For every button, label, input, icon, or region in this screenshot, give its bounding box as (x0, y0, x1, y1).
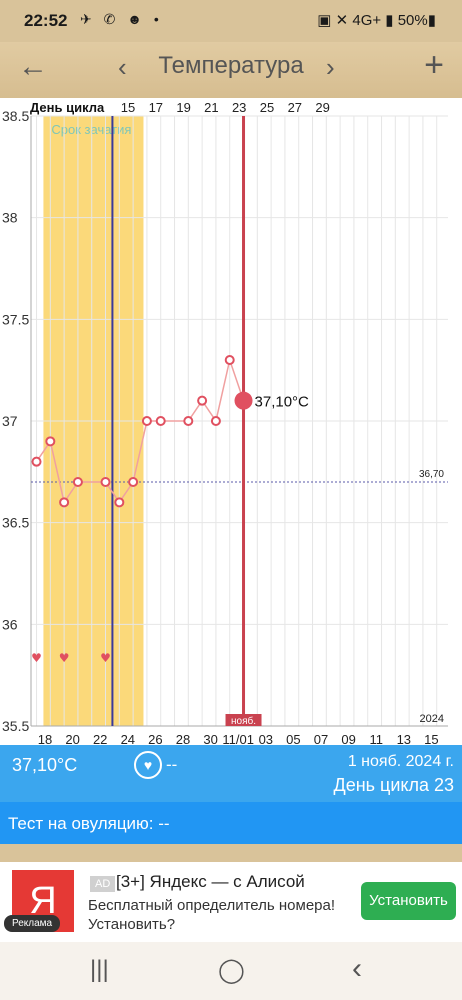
heart-icon[interactable]: ♥ (134, 751, 162, 779)
month-marker-bg (225, 714, 262, 726)
back-arrow-icon[interactable]: ← (18, 50, 48, 83)
cycle-day: День цикла 23 (333, 775, 455, 795)
heart-marker: ♥ (59, 651, 70, 665)
nav-back-icon[interactable]: ‹ (352, 952, 362, 985)
current-date: 1 нояб. 2024 г. (347, 753, 454, 770)
bottom-tick-label: 09 (341, 732, 355, 745)
top-tick-label: 27 (288, 100, 302, 115)
y-tick-label: 36 (2, 616, 18, 632)
notification-icons: ✈ ✆ ☻ • (80, 11, 163, 27)
month-marker: нояб. (231, 715, 256, 727)
bottom-tick-label: 28 (176, 732, 190, 745)
heart-value: -- (166, 755, 178, 774)
top-tick-label: 29 (315, 100, 329, 115)
prev-chevron-icon[interactable]: ‹ (118, 52, 127, 82)
temperature-point (128, 477, 139, 487)
top-tick-label: 17 (149, 100, 163, 115)
selected-point-label: 37,10°C (255, 394, 310, 411)
bottom-tick-label: 24 (121, 732, 135, 745)
ovulation-test-label: Тест на овуляцию: -- (8, 814, 170, 833)
temperature-point (155, 416, 166, 426)
top-tick-label: 19 (176, 100, 190, 115)
temperature-point (31, 456, 42, 467)
bottom-tick-label: 07 (314, 732, 328, 745)
info-bar: 37,10°C ♥ -- 1 нояб. 2024 г. День цикла … (0, 745, 462, 802)
year-label: 2024 (420, 713, 444, 725)
temperature-point (114, 497, 125, 508)
cycle-day-axis-label: День цикла (30, 100, 105, 115)
system-nav-bar: ||| ◯ ‹ (0, 942, 462, 1000)
temperature-point (210, 416, 221, 426)
y-tick-label: 38.5 (2, 108, 29, 124)
bottom-tick-label: 18 (38, 732, 52, 745)
toolbar: ← ‹ Температура › + (0, 42, 462, 98)
clock: 22:52 (24, 11, 68, 30)
coverline-label: 36,70 (419, 469, 444, 480)
top-tick-label: 25 (260, 100, 274, 115)
ovulation-test-bar[interactable]: Тест на овуляцию: -- (0, 802, 462, 844)
ad-banner[interactable]: Я AD [3+] Яндекс — с Алисой Бесплатный о… (0, 862, 462, 942)
y-tick-label: 35.5 (2, 718, 29, 734)
temperature-point (100, 477, 111, 487)
top-tick-label: 21 (204, 100, 218, 115)
bottom-tick-label: 11 (369, 732, 383, 745)
install-button[interactable]: Установить (361, 882, 456, 920)
home-icon[interactable]: ◯ (218, 957, 245, 984)
page-title: Температура (158, 52, 304, 79)
bottom-tick-label: 22 (93, 732, 107, 745)
temperature-point (224, 355, 235, 365)
bottom-tick-label: 30 (203, 732, 217, 745)
bottom-tick-label: 15 (424, 732, 438, 745)
temperature-point (45, 436, 56, 447)
system-indicators: ▣ ✕ 4G+ ▮ 50%▮ (317, 12, 436, 29)
ad-title[interactable]: [3+] Яндекс — с Алисой (116, 872, 305, 891)
next-chevron-icon[interactable]: › (326, 52, 335, 82)
temperature-point (197, 395, 208, 406)
temperature-point (72, 477, 83, 487)
y-tick-label: 37.5 (2, 311, 29, 327)
y-tick-label: 37 (2, 413, 18, 429)
bottom-tick-label: 26 (148, 732, 162, 745)
ad-label: Реклама (4, 915, 61, 932)
add-icon[interactable]: + (424, 46, 444, 84)
bottom-tick-label: 13 (397, 732, 411, 745)
current-temperature: 37,10°C (12, 755, 78, 775)
temperature-point (59, 497, 70, 508)
temperature-point (141, 416, 152, 426)
temperature-chart[interactable]: Срок зачатия 38.5 38 37.5 37 36.5 36 35.5 День ц… (0, 98, 462, 745)
temperature-point (183, 416, 194, 426)
bottom-tick-label: 03 (259, 732, 273, 745)
status-bar: 22:52 ✈ ✆ ☻ • ▣ ✕ 4G+ ▮ 50%▮ (0, 0, 462, 42)
recent-apps-icon[interactable]: ||| (90, 956, 109, 983)
bottom-tick-label: 05 (286, 732, 300, 745)
ad-description: Бесплатный определитель номера! Установи… (88, 897, 336, 933)
top-tick-label: 23 (232, 100, 246, 115)
selected-point (234, 391, 253, 410)
top-tick-label: 15 (121, 100, 135, 115)
y-tick-label: 38 (2, 210, 18, 226)
y-tick-label: 36.5 (2, 515, 29, 531)
ad-badge: AD (90, 876, 116, 892)
heart-marker: ♥ (31, 651, 42, 665)
heart-marker: ♥ (100, 651, 111, 665)
bottom-tick-label: 20 (65, 732, 79, 745)
bottom-tick-label: 11/01 (222, 732, 254, 745)
